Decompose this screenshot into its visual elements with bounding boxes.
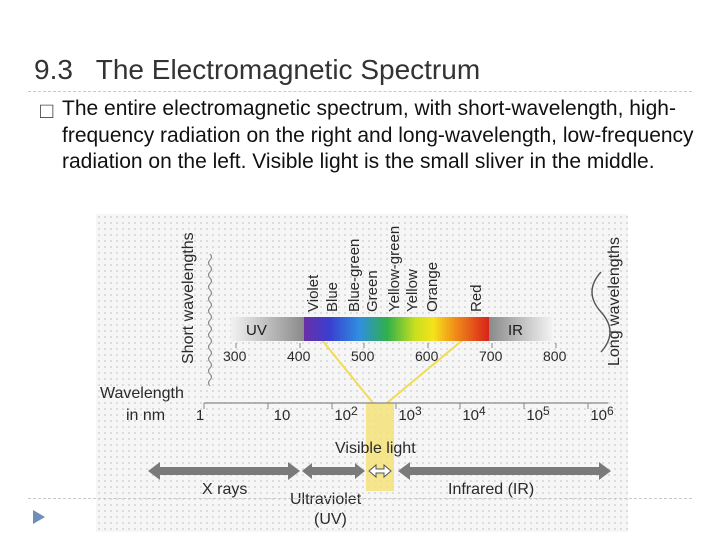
slide-nav-arrow-icon[interactable] <box>32 509 46 525</box>
nm-tick-label: 600 <box>415 348 439 364</box>
color-name-orange: Orange <box>424 262 441 312</box>
ir-bar <box>489 317 552 341</box>
color-name-green: Green <box>364 270 381 312</box>
nm-tick-label: 700 <box>479 348 503 364</box>
slide-title: 9.3 The Electromagnetic Spectrum <box>34 54 481 85</box>
nm-tick-label: 300 <box>223 348 247 364</box>
log-tick-label: 104 <box>462 404 486 424</box>
wavelength-label-line1: Wavelength <box>100 385 184 402</box>
color-name-red: Red <box>468 284 485 312</box>
footer-divider <box>28 498 692 499</box>
color-name-blue-green: Blue-green <box>346 239 363 312</box>
nm-tick-label: 500 <box>351 348 375 364</box>
long-wave-squiggle <box>591 271 611 353</box>
log-scale-group: 1 10 102 103 104 105 106 <box>196 403 614 424</box>
log-tick-label: 105 <box>526 404 550 424</box>
ultraviolet-label-line2: (UV) <box>314 511 347 528</box>
color-name-yellow: Yellow <box>404 269 421 312</box>
log-tick-label: 1 <box>196 407 204 424</box>
infrared-label: Infrared (IR) <box>448 481 534 498</box>
xrays-arrow <box>148 462 300 480</box>
nm-tick-label: 800 <box>543 348 567 364</box>
spectrum-figure: UV IR Violet Blue Blue-green Green Yellow-gr… <box>96 214 628 532</box>
ir-bar-label: IR <box>508 322 523 339</box>
color-name-yellow-green: Yellow-green <box>386 226 403 312</box>
color-names-group: Violet Blue Blue-green Green Yellow-green Yel… <box>305 226 485 312</box>
visible-light-label: Visible light <box>335 440 416 457</box>
ultraviolet-arrow <box>302 463 365 479</box>
visible-band-highlight <box>366 403 394 491</box>
wavelength-label-line2: in nm <box>126 407 165 424</box>
visible-spectrum-bar <box>304 317 489 341</box>
nm-scale-group: 300 400 500 600 700 800 <box>223 343 567 364</box>
visible-range-arrow-icon <box>368 463 392 479</box>
bullet-marker: □ <box>40 98 54 123</box>
log-tick-label: 103 <box>398 404 422 424</box>
color-name-blue: Blue <box>324 282 341 312</box>
color-name-violet: Violet <box>305 274 322 312</box>
ultraviolet-label-line1: Ultraviolet <box>290 491 362 508</box>
spectrum-diagram: UV IR Violet Blue Blue-green Green Yellow-gr… <box>100 226 623 528</box>
bullet-text: The entire electromagnetic spectrum, wit… <box>62 97 694 173</box>
log-tick-label: 102 <box>334 404 358 424</box>
nm-tick-label: 400 <box>287 348 311 364</box>
short-wavelengths-label: Short wavelengths <box>180 232 197 364</box>
title-divider <box>28 91 692 92</box>
short-wave-squiggle <box>207 253 213 387</box>
uv-bar-label: UV <box>246 322 267 339</box>
xrays-label: X rays <box>202 481 247 498</box>
uv-bar <box>231 317 304 341</box>
log-tick-label: 106 <box>590 404 614 424</box>
infrared-arrow <box>398 462 611 480</box>
long-wavelengths-label: Long wavelengths <box>606 237 623 366</box>
log-tick-label: 10 <box>274 407 291 424</box>
